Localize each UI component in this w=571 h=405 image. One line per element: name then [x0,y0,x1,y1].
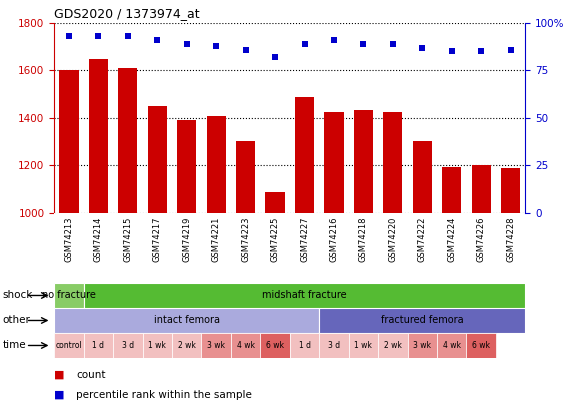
Bar [408,333,437,358]
Bar [437,333,467,358]
Bar [260,333,290,358]
Text: control: control [55,341,82,350]
Bar [354,110,373,213]
Bar [290,333,319,358]
Bar [442,167,461,213]
Bar [89,59,108,213]
Bar [467,333,496,358]
Bar [54,333,84,358]
Text: GSM74216: GSM74216 [329,217,339,262]
Text: 3 d: 3 d [328,341,340,350]
Text: 1 d: 1 d [299,341,311,350]
Text: other: other [3,315,31,326]
Bar [378,333,408,358]
Bar [54,283,84,308]
Text: 3 wk: 3 wk [207,341,225,350]
Bar [118,68,138,213]
Bar [84,333,113,358]
Text: GSM74219: GSM74219 [182,217,191,262]
Text: ■: ■ [54,390,65,400]
Bar [266,192,284,213]
Text: GSM74215: GSM74215 [123,217,132,262]
Bar [472,166,490,213]
Text: 4 wk: 4 wk [443,341,461,350]
Text: intact femora: intact femora [154,315,220,326]
Bar [349,333,378,358]
Bar [177,120,196,213]
Text: GSM74222: GSM74222 [418,217,427,262]
Text: 1 wk: 1 wk [148,341,166,350]
Bar [324,112,344,213]
Text: GDS2020 / 1373974_at: GDS2020 / 1373974_at [54,7,200,20]
Bar [143,333,172,358]
Bar [202,333,231,358]
Text: GSM74225: GSM74225 [271,217,280,262]
Text: shock: shock [3,290,33,301]
Text: GSM74220: GSM74220 [388,217,397,262]
Text: 1 d: 1 d [93,341,104,350]
Text: GSM74224: GSM74224 [447,217,456,262]
Text: ■: ■ [54,370,65,380]
Text: GSM74213: GSM74213 [65,217,74,262]
Text: 2 wk: 2 wk [178,341,196,350]
Bar [319,333,349,358]
Bar [383,112,403,213]
Bar [207,115,226,213]
Text: percentile rank within the sample: percentile rank within the sample [76,390,252,400]
Bar [236,141,255,213]
Text: time: time [3,341,26,350]
Text: count: count [76,370,106,380]
Bar [231,333,260,358]
Bar [148,106,167,213]
Bar [59,70,79,213]
Bar [319,308,525,333]
Text: GSM74218: GSM74218 [359,217,368,262]
Text: 3 wk: 3 wk [413,341,431,350]
Text: GSM74226: GSM74226 [477,217,486,262]
Text: 6 wk: 6 wk [266,341,284,350]
Bar [172,333,202,358]
Bar [413,141,432,213]
Bar [113,333,143,358]
Text: midshaft fracture: midshaft fracture [262,290,347,301]
Text: GSM74217: GSM74217 [153,217,162,262]
Text: 1 wk: 1 wk [355,341,372,350]
Bar [501,168,520,213]
Text: 2 wk: 2 wk [384,341,402,350]
Text: GSM74223: GSM74223 [241,217,250,262]
Text: GSM74221: GSM74221 [212,217,220,262]
Text: 3 d: 3 d [122,341,134,350]
Text: fractured femora: fractured femora [381,315,464,326]
Text: GSM74227: GSM74227 [300,217,309,262]
Text: no fracture: no fracture [42,290,96,301]
Text: 6 wk: 6 wk [472,341,490,350]
Bar [295,97,314,213]
Bar [54,308,319,333]
Text: GSM74228: GSM74228 [506,217,515,262]
Text: GSM74214: GSM74214 [94,217,103,262]
Text: 4 wk: 4 wk [236,341,255,350]
